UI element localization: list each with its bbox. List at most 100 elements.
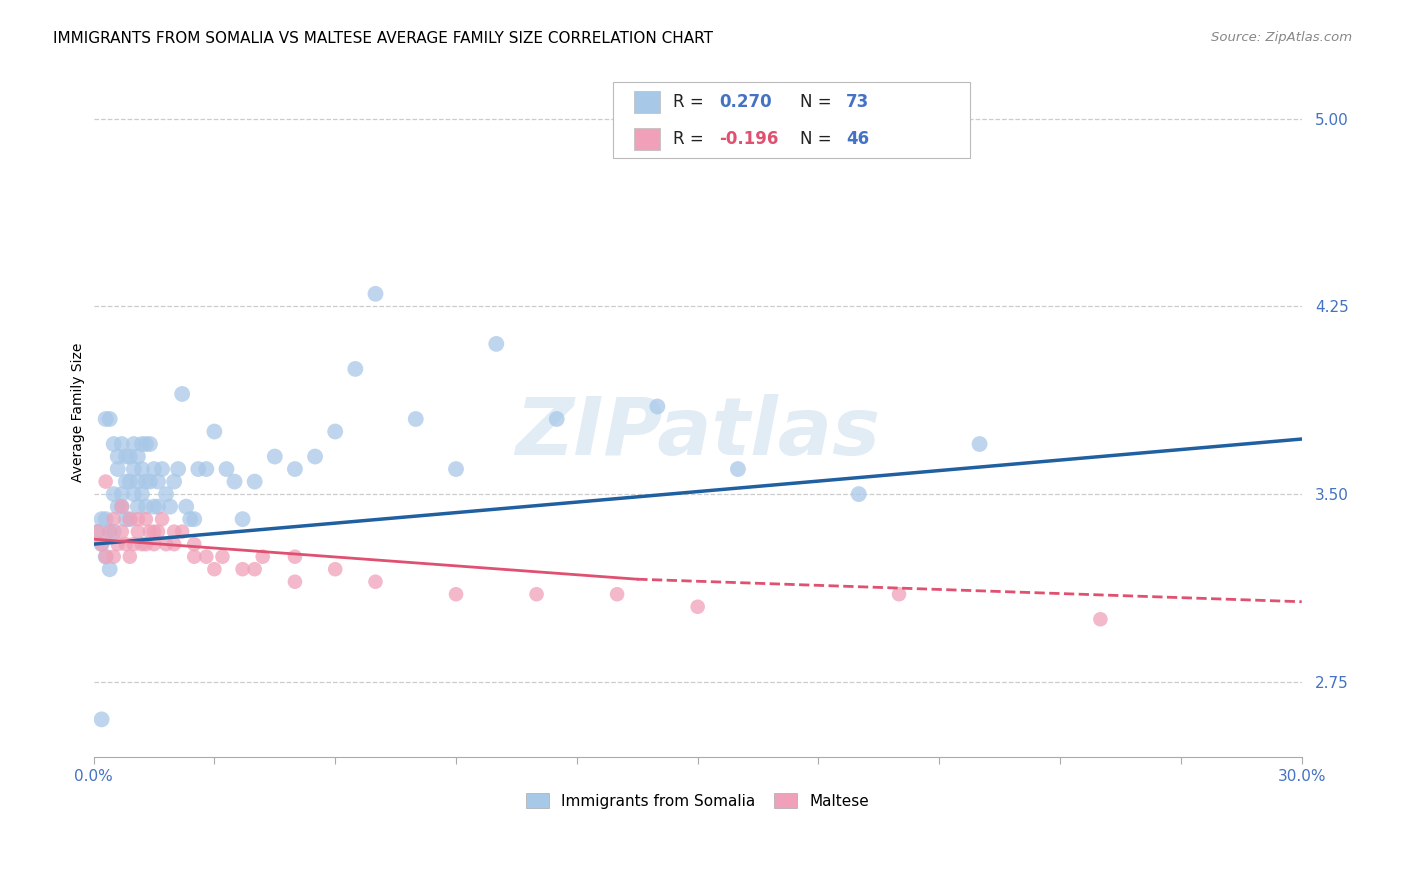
Point xyxy=(122,462,145,476)
FancyBboxPatch shape xyxy=(613,82,970,158)
Point xyxy=(146,500,169,514)
Point xyxy=(364,574,387,589)
Point xyxy=(243,475,266,489)
Point xyxy=(103,512,125,526)
Point xyxy=(647,400,669,414)
Point xyxy=(114,512,136,526)
Point xyxy=(114,475,136,489)
Point xyxy=(263,450,285,464)
Point xyxy=(103,487,125,501)
Point xyxy=(86,524,108,539)
Text: ZIPatlas: ZIPatlas xyxy=(515,394,880,473)
Point xyxy=(127,475,149,489)
Point xyxy=(118,475,141,489)
Point xyxy=(131,537,153,551)
Text: 73: 73 xyxy=(846,94,869,112)
Point xyxy=(111,487,134,501)
Point xyxy=(107,450,129,464)
Text: IMMIGRANTS FROM SOMALIA VS MALTESE AVERAGE FAMILY SIZE CORRELATION CHART: IMMIGRANTS FROM SOMALIA VS MALTESE AVERA… xyxy=(53,31,713,46)
Text: R =: R = xyxy=(673,129,710,147)
Point xyxy=(969,437,991,451)
Point xyxy=(172,524,194,539)
Point xyxy=(131,462,153,476)
Text: R =: R = xyxy=(673,94,710,112)
Point xyxy=(848,487,870,501)
Point xyxy=(94,512,117,526)
Point xyxy=(131,487,153,501)
Point xyxy=(118,549,141,564)
Point xyxy=(344,362,367,376)
Point xyxy=(122,437,145,451)
Point xyxy=(606,587,628,601)
Point xyxy=(111,437,134,451)
Point xyxy=(94,475,117,489)
Point xyxy=(284,574,307,589)
Legend: Immigrants from Somalia, Maltese: Immigrants from Somalia, Maltese xyxy=(520,787,875,814)
Point xyxy=(202,425,225,439)
Point xyxy=(323,425,346,439)
Point xyxy=(94,549,117,564)
Point xyxy=(98,524,121,539)
Point xyxy=(86,524,108,539)
Point xyxy=(111,524,134,539)
Point xyxy=(1090,612,1112,626)
Point xyxy=(135,537,157,551)
Point xyxy=(155,537,177,551)
Point xyxy=(103,524,125,539)
Point xyxy=(202,562,225,576)
Point xyxy=(232,512,254,526)
Point xyxy=(215,462,238,476)
Point xyxy=(135,475,157,489)
Point xyxy=(127,450,149,464)
Point xyxy=(183,512,205,526)
Point xyxy=(444,462,467,476)
Point xyxy=(90,713,112,727)
Point xyxy=(135,437,157,451)
Point xyxy=(183,549,205,564)
Point xyxy=(118,450,141,464)
Point xyxy=(139,524,162,539)
Point xyxy=(195,549,218,564)
Point xyxy=(90,512,112,526)
Point xyxy=(98,524,121,539)
Point xyxy=(103,549,125,564)
Point xyxy=(90,537,112,551)
Point xyxy=(103,437,125,451)
Point xyxy=(139,475,162,489)
Point xyxy=(135,512,157,526)
Point xyxy=(143,537,166,551)
Point xyxy=(118,512,141,526)
Point xyxy=(107,500,129,514)
Point xyxy=(167,462,190,476)
Point xyxy=(146,524,169,539)
Point xyxy=(143,462,166,476)
Point xyxy=(114,537,136,551)
Point xyxy=(139,437,162,451)
Point xyxy=(131,437,153,451)
Point xyxy=(163,524,186,539)
FancyBboxPatch shape xyxy=(634,91,661,113)
Point xyxy=(546,412,568,426)
Point xyxy=(143,500,166,514)
Point xyxy=(252,549,274,564)
Point xyxy=(135,500,157,514)
Text: 0.270: 0.270 xyxy=(720,94,772,112)
Text: -0.196: -0.196 xyxy=(720,129,779,147)
Point xyxy=(118,512,141,526)
Point xyxy=(364,286,387,301)
Point xyxy=(111,500,134,514)
Point xyxy=(122,537,145,551)
Point xyxy=(686,599,709,614)
Point xyxy=(94,549,117,564)
Text: 46: 46 xyxy=(846,129,869,147)
Point xyxy=(211,549,233,564)
Point xyxy=(163,537,186,551)
Point xyxy=(150,512,173,526)
Point xyxy=(887,587,910,601)
Point xyxy=(187,462,209,476)
Point xyxy=(155,487,177,501)
Point xyxy=(107,462,129,476)
Point xyxy=(122,487,145,501)
Point xyxy=(485,337,508,351)
Point xyxy=(284,462,307,476)
